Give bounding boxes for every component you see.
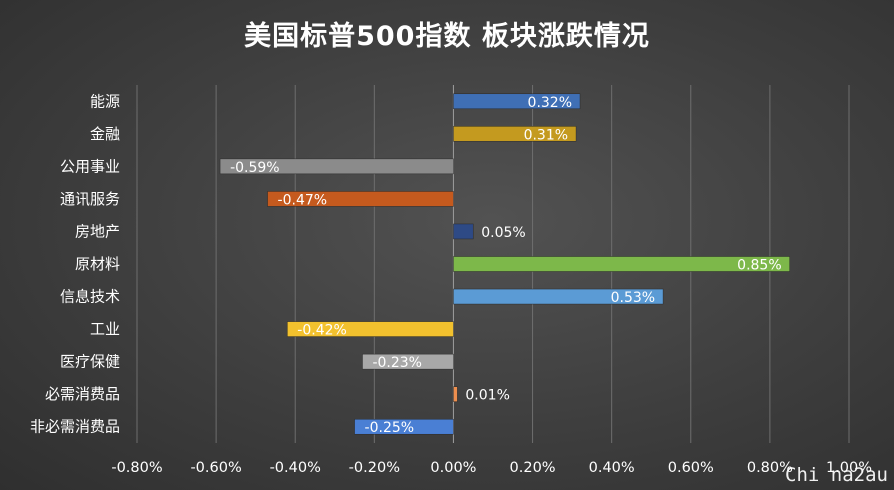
category-label: 医疗保健: [60, 353, 120, 371]
bars: [219, 93, 790, 435]
data-label: -0.47%: [278, 192, 328, 208]
x-tick-label: 0.60%: [668, 460, 714, 476]
bar: [453, 256, 790, 272]
data-label: 0.85%: [737, 258, 781, 274]
x-tick-label: -0.40%: [270, 460, 321, 476]
data-label: 0.05%: [481, 225, 525, 241]
category-label: 原材料: [75, 255, 120, 273]
bar: [354, 418, 454, 435]
x-tick-label: 0.20%: [510, 460, 556, 476]
data-label: -0.23%: [372, 355, 422, 371]
bar: [453, 288, 664, 305]
category-label: 金融: [90, 125, 120, 143]
x-tick-label: -0.60%: [190, 460, 241, 476]
watermark: Chi na2au: [785, 464, 888, 486]
data-label: 0.53%: [611, 290, 655, 306]
bar: [287, 321, 454, 337]
x-tick-label: -0.80%: [111, 460, 162, 476]
category-label: 房地产: [75, 222, 120, 240]
bar: [219, 158, 454, 175]
bar: [453, 386, 458, 402]
chart-title: 美国标普500指数 板块涨跌情况: [244, 21, 650, 52]
bar: [453, 223, 474, 240]
bar: [267, 191, 454, 207]
data-label: 0.31%: [524, 127, 568, 143]
category-label: 能源: [90, 92, 120, 110]
data-labels: 0.32% 0.31% -0.59% -0.47% 0.05% 0.85% 0.53% -0.…: [230, 95, 782, 436]
category-label: 通讯服务: [60, 190, 120, 208]
x-tick-labels: -0.80% -0.60% -0.40% -0.20% 0.00% 0.20% 0.40% 0…: [111, 460, 872, 476]
x-tick-label: 0.80%: [747, 460, 793, 476]
bar: [453, 126, 577, 142]
category-label: 公用事业: [60, 157, 120, 175]
category-label: 工业: [90, 320, 120, 338]
data-label: 0.01%: [465, 388, 509, 404]
x-tick-label: 1.00%: [826, 460, 872, 476]
x-tick-label: 0.40%: [589, 460, 635, 476]
x-tick-label: 0.00%: [430, 460, 476, 476]
category-label: 信息技术: [60, 288, 120, 306]
data-label: 0.32%: [528, 95, 572, 111]
bar: [453, 93, 581, 110]
data-label: -0.59%: [230, 160, 280, 176]
category-label: 非必需消费品: [30, 418, 120, 436]
data-label: -0.25%: [365, 420, 415, 436]
data-label: -0.42%: [297, 323, 347, 339]
category-label: 必需消费品: [45, 385, 120, 403]
bar: [362, 353, 454, 370]
x-tick-label: -0.20%: [349, 460, 400, 476]
